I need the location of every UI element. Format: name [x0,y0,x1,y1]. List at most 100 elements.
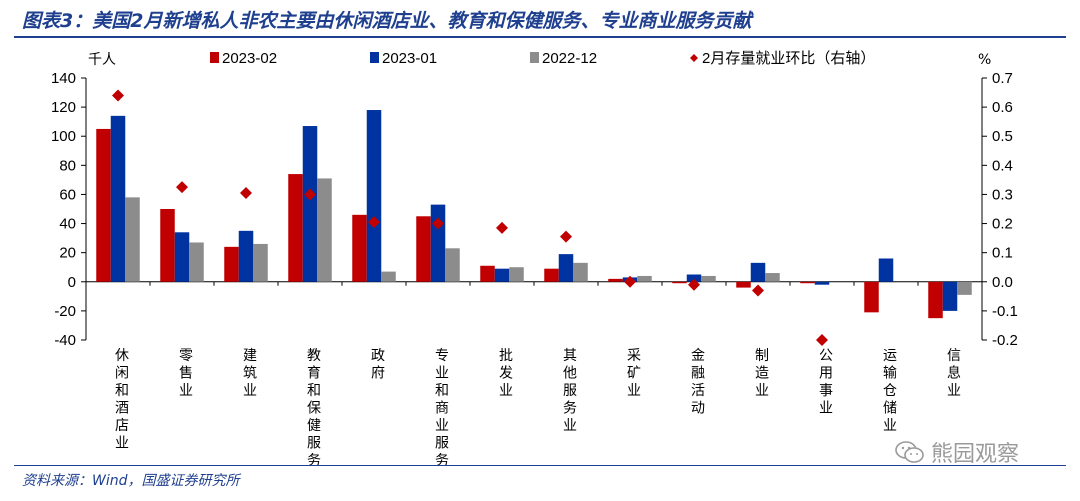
right-tick-label: 0.0 [992,274,1013,291]
bar [928,281,943,319]
chart-legend: 2023-02 2023-01 2022-12 2月存量就业环比（右轴） [210,50,875,67]
chart-axes: -40 -20 0 20 40 60 80 100 120 140 -0.2 -0.1 0.0 0.1 0.… [51,70,1018,469]
bar [942,281,958,311]
diamond-point [496,221,508,234]
right-tick-label: 0.5 [992,128,1013,145]
chart-title: 图表3：美国2月新增私人非农主要由休闲酒店业、教育和保健服务、专业商业服务贡献 [22,10,752,32]
bar [238,230,254,282]
legend-swatch [210,52,219,63]
bar [701,275,716,282]
bar [317,178,332,282]
diamond-point [816,334,828,346]
left-tick-label: 140 [51,70,76,87]
bar [878,258,894,282]
bar [608,278,623,282]
diamond-point [624,275,636,288]
bar [672,281,687,284]
bar [637,275,652,282]
right-tick-label: 0.3 [992,186,1013,203]
wechat-icon [895,441,924,463]
bar [125,197,140,282]
diamond-point [688,278,700,291]
chart-bars [96,110,972,319]
right-tick-label: 0.6 [992,99,1013,116]
right-tick-label: 0.1 [992,245,1013,262]
watermark: 熊园观察 [895,436,1019,468]
bar [509,267,524,282]
left-tick-label: 0 [68,274,76,291]
left-tick-label: 60 [59,186,76,203]
category-label: 公用事业 [819,348,833,417]
bar [110,115,126,282]
bar [480,265,495,282]
diamond-point [176,181,188,194]
left-tick-label: 20 [59,245,76,262]
category-label: 零售业 [179,348,193,399]
source-note: 资料来源：Wind，国盛证券研究所 [22,473,240,489]
right-tick-label: -0.2 [992,332,1018,349]
legend-swatch [690,54,698,62]
bar [430,204,446,282]
right-tick-label: 0.4 [992,157,1013,174]
bar [416,216,431,282]
right-axis-unit: % [978,52,991,68]
bar [174,232,190,282]
legend-label: 2023-02 [222,50,277,67]
title-divider [14,36,1066,38]
bar [96,128,111,282]
diamond-point [432,217,444,230]
left-tick-label: 100 [51,128,76,145]
bar [366,110,382,282]
legend-label: 2月存量就业环比（右轴） [702,50,875,67]
bar [544,268,559,282]
bar [957,281,972,295]
bar [800,281,815,284]
category-label: 建筑业 [243,348,257,399]
source-divider [14,465,1066,466]
bar [494,268,510,282]
diamond-point [752,284,764,297]
category-label: 制造业 [755,348,769,399]
bar [736,281,751,288]
legend-swatch [370,52,379,63]
legend-label: 2023-01 [382,50,437,67]
bar [864,281,879,313]
right-tick-label: -0.1 [992,303,1018,320]
category-label: 采矿业 [627,348,641,399]
bar [765,273,780,282]
bar [445,248,460,282]
left-tick-label: -40 [54,332,76,349]
watermark-text: 熊园观察 [931,442,1020,467]
legend-label: 2022-12 [542,50,597,67]
bar [253,243,268,282]
bar [814,281,830,285]
diamond-point [368,216,380,229]
diamond-point [304,188,316,201]
legend-swatch [530,52,539,63]
bar [189,242,204,282]
left-tick-label: 80 [59,157,76,174]
category-label: 其他服务业 [563,348,577,434]
bar [381,271,396,282]
category-label: 专业和商业服务 [435,348,449,469]
right-tick-label: 0.7 [992,70,1013,87]
category-label: 信息业 [947,348,961,399]
bar [224,246,239,282]
diamond-point [560,230,572,243]
category-label: 批发业 [499,348,513,399]
bar [686,274,702,282]
chart-diamonds [112,89,828,346]
left-tick-label: -20 [54,303,76,320]
category-label: 教育和保健服务 [307,348,321,469]
category-label: 金融活动 [691,348,705,417]
bar [160,209,175,282]
bar [558,254,574,282]
left-axis-unit: 千人 [88,52,116,68]
category-label: 休闲和酒店业 [115,348,129,452]
bar [302,126,318,282]
diamond-point [112,89,124,102]
category-label: 运输仓储业 [883,348,897,434]
bar [288,174,303,282]
right-tick-label: 0.2 [992,216,1013,233]
bar [352,214,367,282]
